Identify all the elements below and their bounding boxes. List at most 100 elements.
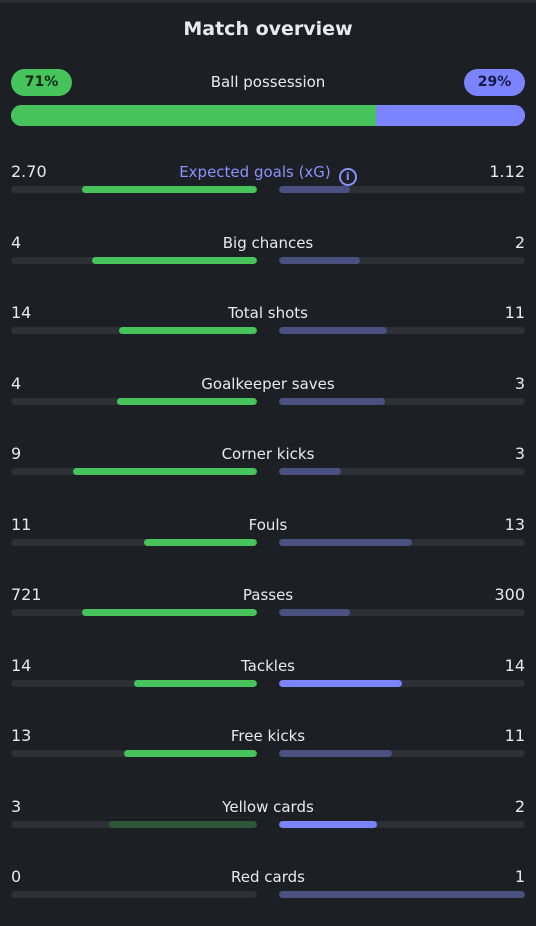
home-value: 13 (11, 726, 32, 745)
stat-label-text: Big chances (222, 234, 314, 252)
away-value: 300 (494, 585, 525, 604)
stat-row-fouls: Fouls 11 13 (11, 515, 525, 555)
away-value: 2 (514, 797, 525, 816)
away-value: 3 (514, 444, 525, 463)
away-value: 14 (504, 656, 525, 675)
stat-row-free-kicks: Free kicks 13 11 (11, 726, 525, 766)
stat-label: Passes (11, 585, 525, 605)
away-bar-fill (279, 539, 412, 546)
possession-label: Ball possession (210, 73, 326, 91)
top-divider (0, 0, 536, 3)
home-bar-track (11, 821, 257, 828)
stat-label-text: Free kicks (230, 727, 306, 745)
stat-label: Free kicks (11, 726, 525, 746)
stat-label: Fouls (11, 515, 525, 535)
away-value: 3 (514, 374, 525, 393)
away-bar-track (279, 327, 525, 334)
away-bar-track (279, 750, 525, 757)
away-value: 2 (514, 233, 525, 252)
home-bar-fill (72, 468, 257, 475)
stat-label-text: Red cards (231, 868, 305, 886)
home-bar-fill (109, 821, 257, 828)
away-bar-track (279, 468, 525, 475)
away-bar-track (279, 821, 525, 828)
stat-row-yellow-cards: Yellow cards 3 2 (11, 797, 525, 837)
home-bar-fill (92, 257, 257, 264)
home-value: 4 (11, 374, 22, 393)
away-bar-fill (279, 257, 361, 264)
info-icon[interactable]: i (338, 168, 357, 186)
away-bar-fill (279, 398, 385, 405)
stat-label[interactable]: Expected goals (xG) i (11, 162, 525, 186)
stat-row-big-chances: Big chances 4 2 (11, 233, 525, 273)
away-value: 1 (514, 867, 525, 886)
home-value: 14 (11, 656, 32, 675)
stat-row-goalkeeper-saves: Goalkeeper saves 4 3 (11, 374, 525, 414)
home-bar-fill (134, 680, 257, 687)
home-bar-fill (116, 398, 257, 405)
away-bar-track (279, 680, 525, 687)
home-value: 2.70 (11, 162, 47, 181)
stat-label: Corner kicks (11, 444, 525, 464)
stat-label: Big chances (11, 233, 525, 253)
home-possession-badge: 71% (11, 69, 72, 96)
home-bar-track (11, 327, 257, 334)
home-value: 3 (11, 797, 22, 816)
home-value: 4 (11, 233, 22, 252)
page-title: Match overview (183, 18, 353, 40)
home-value: 0 (11, 867, 22, 886)
away-bar-fill (279, 821, 378, 828)
possession-header: Ball possession 71% 29% (11, 69, 525, 97)
home-bar-track (11, 609, 257, 616)
stat-label: Tackles (11, 656, 525, 676)
home-bar-fill (82, 609, 257, 616)
away-bar-track (279, 398, 525, 405)
possession-bar (11, 105, 525, 126)
away-bar-track (279, 186, 525, 193)
home-bar-fill (82, 186, 257, 193)
stat-label-text: Goalkeeper saves (201, 375, 335, 393)
home-bar-track (11, 257, 257, 264)
away-bar-track (279, 257, 525, 264)
stat-row-total-shots: Total shots 14 11 (11, 303, 525, 343)
away-bar-track (279, 891, 525, 898)
stat-row-corner-kicks: Corner kicks 9 3 (11, 444, 525, 484)
stat-row-expected-goals: Expected goals (xG) i 2.70 1.12 (11, 162, 525, 202)
away-bar-track (279, 609, 525, 616)
home-value: 721 (11, 585, 42, 604)
stat-label-text: Tackles (240, 657, 296, 675)
stat-label-text: Corner kicks (221, 445, 315, 463)
home-bar-fill (143, 539, 257, 546)
away-value: 11 (504, 303, 525, 322)
stat-label: Yellow cards (11, 797, 525, 817)
stat-label: Total shots (11, 303, 525, 323)
stat-row-passes: Passes 721 300 (11, 585, 525, 625)
away-possession-badge: 29% (464, 69, 525, 96)
stat-label-text: Fouls (248, 516, 288, 534)
stat-label-text: Total shots (228, 304, 308, 322)
stat-label-text: Passes (242, 586, 294, 604)
stat-label: Red cards (11, 867, 525, 887)
away-bar-fill (279, 327, 388, 334)
stat-row-tackles: Tackles 14 14 (11, 656, 525, 696)
home-bar-track (11, 750, 257, 757)
possession-bar-home (11, 105, 376, 126)
away-bar-track (279, 539, 525, 546)
stat-label-text: Expected goals (xG) (179, 163, 331, 181)
away-value: 11 (504, 726, 525, 745)
home-bar-track (11, 539, 257, 546)
stat-label: Goalkeeper saves (11, 374, 525, 394)
away-bar-fill (279, 186, 351, 193)
away-bar-fill (279, 750, 393, 757)
home-value: 9 (11, 444, 22, 463)
home-bar-track (11, 468, 257, 475)
home-bar-track (11, 186, 257, 193)
stat-label-text: Yellow cards (222, 798, 314, 816)
home-value: 14 (11, 303, 32, 322)
stat-row-red-cards: Red cards 0 1 (11, 867, 525, 907)
away-value: 1.12 (489, 162, 525, 181)
away-bar-fill (279, 891, 525, 898)
home-bar-track (11, 398, 257, 405)
home-bar-fill (124, 750, 257, 757)
away-bar-fill (279, 609, 351, 616)
